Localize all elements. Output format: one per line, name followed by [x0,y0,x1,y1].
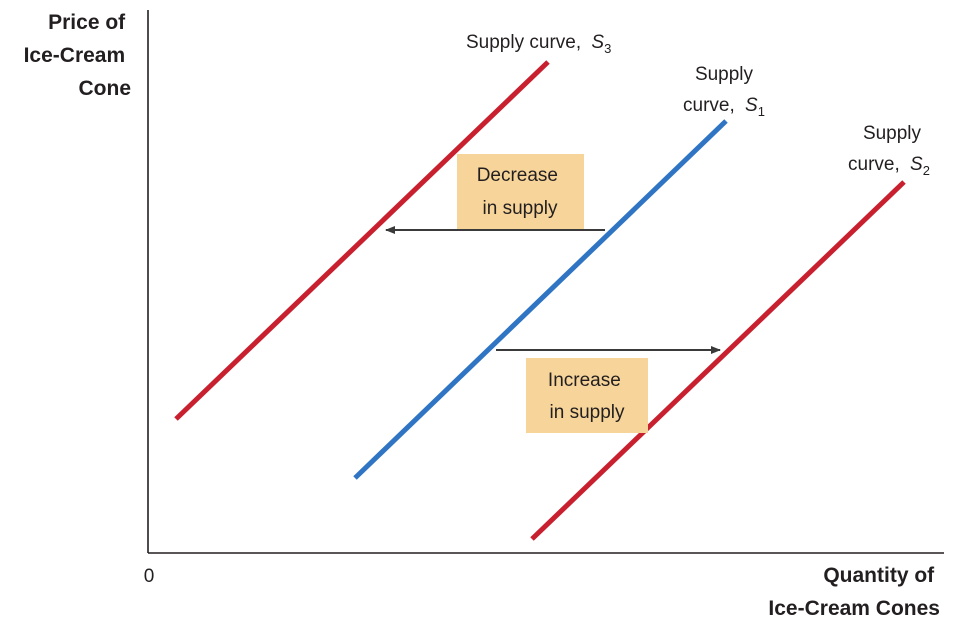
increase-supply-label: Increase in supply [548,370,626,423]
y-axis-title: Price of Ice-Cream Cone [24,11,131,100]
supply-curve-s3-label: Supply curve, S3 [466,32,611,56]
supply-curve-s3-line [174,60,550,421]
supply-curve-s2-label: Supply [863,123,922,144]
increase-supply-box [526,358,648,433]
supply-curve-s1-label-line2: curve, S1 [683,95,765,119]
supply-curve-s2-label-line2: curve, S2 [848,154,930,178]
supply-curve-s1-label: Supply [695,64,754,85]
decrease-supply-box [457,154,584,229]
decrease-supply-label: Decrease in supply [477,165,564,219]
supply-curve-s1-line [353,119,728,480]
supply-curve-s2-line [530,180,906,541]
origin-label: 0 [144,566,155,587]
x-axis-title: Quantity of Ice-Cream Cones [768,564,940,620]
